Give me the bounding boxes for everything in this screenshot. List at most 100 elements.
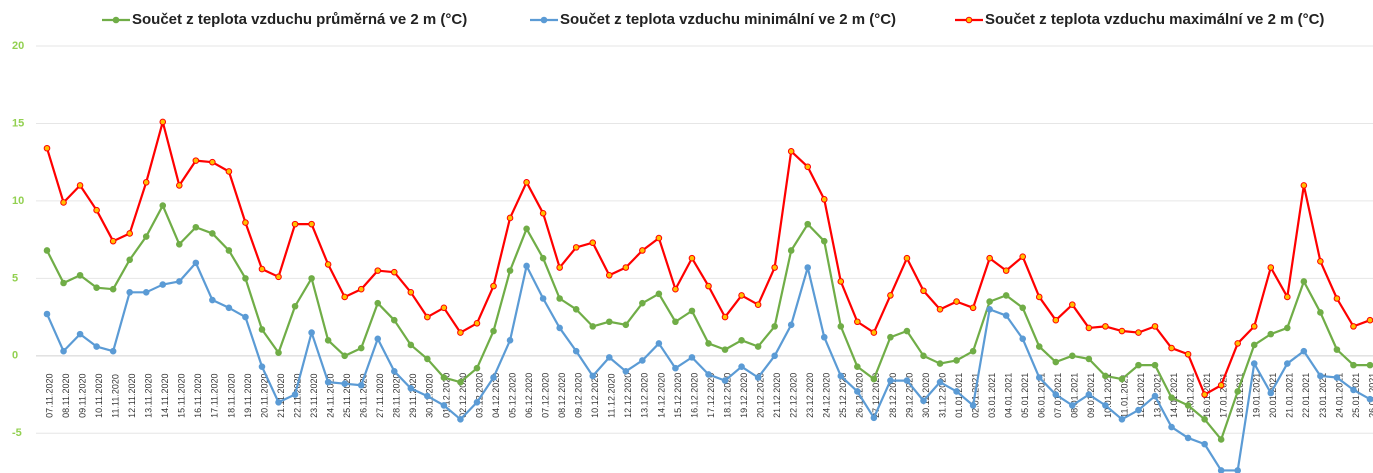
point (1168, 394, 1175, 401)
point (1366, 361, 1373, 369)
point (672, 318, 679, 326)
point (341, 352, 348, 360)
point (176, 240, 183, 248)
point (820, 196, 828, 203)
point (854, 363, 861, 370)
point (308, 220, 315, 228)
point (209, 296, 216, 304)
point (986, 298, 993, 305)
point (192, 157, 200, 164)
point (854, 388, 861, 395)
point (43, 247, 51, 254)
x-tick-label: 10.01.2021 (1103, 373, 1113, 418)
point (1250, 323, 1258, 330)
point (43, 144, 51, 152)
point (1317, 309, 1324, 316)
point (655, 234, 663, 242)
point (655, 290, 663, 298)
x-tick-label: 20.12.2020 (755, 373, 765, 418)
point (969, 304, 977, 312)
x-tick-label: 09.12.2020 (574, 373, 584, 418)
x-tick-label: 15.12.2020 (673, 373, 683, 418)
point (176, 278, 183, 285)
point (622, 264, 630, 271)
point (1234, 340, 1241, 347)
point (605, 354, 613, 361)
point (308, 329, 315, 336)
point (1019, 253, 1027, 260)
x-tick-label: 06.12.2020 (524, 373, 534, 418)
point (473, 364, 481, 372)
point (473, 319, 481, 327)
point (1300, 182, 1308, 189)
point (572, 306, 580, 313)
x-tick-label: 13.11.2020 (144, 373, 154, 417)
point (804, 264, 812, 271)
point (1217, 467, 1225, 473)
x-tick-label: 19.12.2020 (739, 373, 749, 418)
point (275, 398, 282, 406)
point (390, 316, 398, 324)
point (539, 295, 547, 302)
point (556, 264, 563, 271)
point (258, 326, 266, 333)
legend-label: Součet z teplota vzduchu minimální ve 2 … (560, 11, 896, 28)
point (953, 388, 960, 395)
point (374, 267, 382, 274)
x-tick-label: 30.12.2020 (921, 373, 931, 418)
point (688, 354, 696, 361)
point (1350, 323, 1357, 330)
x-tick-label: 05.12.2020 (507, 373, 517, 418)
x-tick-label: 27.12.2020 (871, 373, 881, 418)
point (903, 327, 911, 335)
point (738, 292, 745, 299)
point (1250, 341, 1258, 349)
point (1085, 324, 1093, 332)
point (490, 327, 497, 335)
point (887, 292, 894, 299)
x-tick-label: 11.11.2020 (111, 374, 121, 418)
point (969, 402, 977, 409)
point (1069, 352, 1076, 360)
point (771, 323, 778, 330)
point (390, 268, 398, 276)
point (1168, 344, 1175, 352)
x-tick-label: 15.11.2020 (177, 373, 187, 417)
point (1102, 402, 1109, 409)
y-tick-label: 20 (12, 40, 24, 52)
x-tick-label: 27.11.2020 (375, 373, 385, 417)
point (1234, 388, 1241, 395)
x-tick-label: 08.01.2021 (1070, 373, 1080, 418)
point (1135, 406, 1142, 414)
point (1135, 361, 1142, 369)
point (870, 375, 878, 383)
point (93, 206, 100, 214)
x-tick-label: 29.12.2020 (904, 373, 914, 418)
point (1184, 402, 1192, 409)
point (76, 271, 84, 279)
x-tick-label: 09.11.2020 (77, 373, 87, 417)
point (176, 182, 183, 189)
point (953, 357, 960, 364)
point (424, 355, 431, 363)
x-tick-label: 20.01.2021 (1268, 373, 1278, 418)
point (589, 323, 597, 330)
point (1019, 304, 1027, 312)
point (705, 371, 712, 378)
point (407, 385, 415, 392)
point (539, 254, 547, 262)
point (804, 163, 812, 171)
x-tick-label: 19.01.2021 (1252, 373, 1262, 418)
point (490, 282, 497, 290)
point (324, 261, 332, 268)
point (1300, 347, 1308, 355)
x-tick-label: 08.12.2020 (557, 373, 567, 418)
point (457, 329, 464, 336)
point (1052, 391, 1060, 398)
point (1085, 355, 1093, 363)
point (225, 168, 233, 175)
point (225, 304, 233, 312)
point (1250, 360, 1258, 367)
point (291, 220, 299, 228)
point (688, 307, 696, 315)
